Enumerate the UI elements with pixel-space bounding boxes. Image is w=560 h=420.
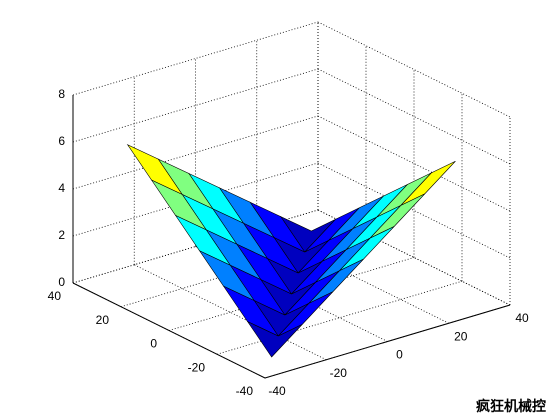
y-tick-label: 0 (150, 337, 157, 351)
axis-line (264, 304, 511, 379)
grid-line (72, 21, 319, 96)
grid-line (216, 280, 463, 355)
surface-patch (246, 320, 303, 358)
grid-line (72, 68, 319, 143)
surface-patch (400, 160, 456, 206)
grid-line (72, 162, 319, 237)
y-tick-label: 40 (48, 289, 62, 303)
z-tick-label: 6 (58, 134, 65, 148)
grid-line (168, 257, 415, 331)
z-tick-label: 0 (58, 275, 65, 289)
x-tick-label: 0 (396, 348, 403, 362)
x-tick-label: 40 (515, 311, 529, 325)
y-tick-label: -40 (236, 384, 254, 398)
x-tick-label: -20 (330, 366, 348, 380)
z-tick-label: 4 (58, 181, 65, 195)
y-tick-label: -20 (188, 360, 206, 374)
x-tick-label: -40 (268, 384, 286, 398)
z-tick-label: 2 (58, 228, 65, 242)
axis-line (72, 282, 266, 379)
y-tick-label: 20 (96, 313, 110, 327)
z-tick-label: 8 (58, 87, 65, 101)
watermark: 疯狂机械控 (476, 398, 546, 415)
grid-line (72, 115, 319, 190)
x-tick-label: 20 (454, 329, 468, 343)
